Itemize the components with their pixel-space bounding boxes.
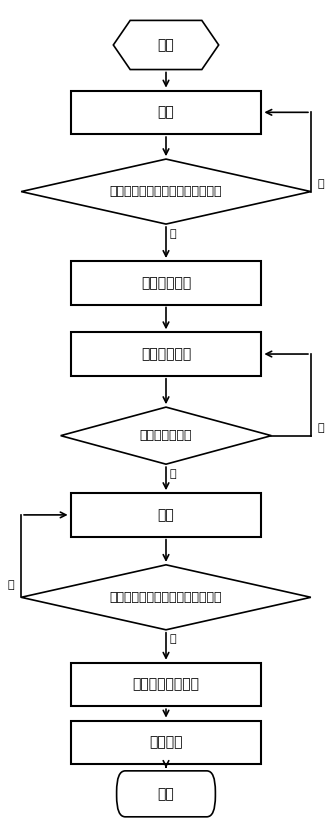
FancyBboxPatch shape <box>70 333 262 376</box>
FancyBboxPatch shape <box>70 493 262 536</box>
Text: 否: 否 <box>317 423 324 432</box>
Text: 驱动电机调速: 驱动电机调速 <box>141 347 191 361</box>
Text: 调速度是否完成: 调速度是否完成 <box>140 429 192 442</box>
Text: 是: 是 <box>169 229 176 238</box>
FancyBboxPatch shape <box>70 721 262 764</box>
Polygon shape <box>61 407 271 464</box>
Text: 是: 是 <box>169 634 176 645</box>
Polygon shape <box>21 565 311 630</box>
Text: 开始: 开始 <box>158 38 174 52</box>
Text: 通过传感器信号判断是否到空挡位: 通过传感器信号判断是否到空挡位 <box>110 185 222 198</box>
Text: 换挡电机停止工作: 换挡电机停止工作 <box>132 677 200 691</box>
Text: 挂挡完成: 挂挡完成 <box>149 735 183 749</box>
Polygon shape <box>21 159 311 224</box>
FancyBboxPatch shape <box>70 663 262 706</box>
FancyBboxPatch shape <box>70 91 262 134</box>
Polygon shape <box>113 20 219 70</box>
Text: 结束: 结束 <box>158 787 174 801</box>
Text: 否: 否 <box>317 179 324 188</box>
Text: 挂挡: 挂挡 <box>158 508 174 522</box>
Text: 换挡电机停转: 换挡电机停转 <box>141 276 191 290</box>
Text: 摘挡: 摘挡 <box>158 106 174 120</box>
Text: 是: 是 <box>169 468 176 478</box>
FancyBboxPatch shape <box>117 771 215 817</box>
Text: 通过传感器信号判断档位是否挂上: 通过传感器信号判断档位是否挂上 <box>110 590 222 604</box>
Text: 否: 否 <box>8 581 15 590</box>
FancyBboxPatch shape <box>70 261 262 305</box>
